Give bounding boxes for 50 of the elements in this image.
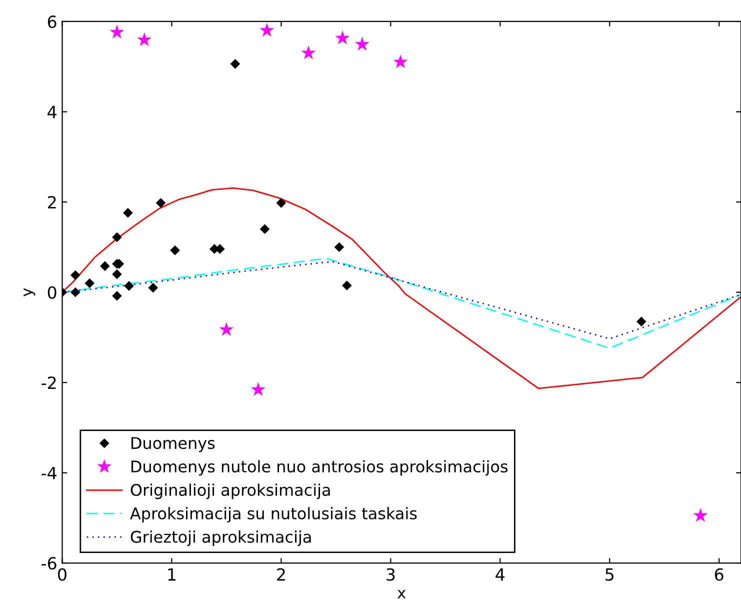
legend-label: Duomenys nutole nuo antrosios aproksimacijos [131,460,508,476]
point [156,198,166,208]
point [100,261,110,271]
point [148,282,158,293]
legend-label: Originalioji aproksimacija [130,484,330,500]
point [84,278,95,288]
line-series [62,187,741,390]
point [219,322,234,336]
point [112,269,122,280]
y-axis-title: y [24,288,36,296]
point [335,30,350,44]
point [393,54,408,68]
point [170,245,180,256]
point [301,45,316,60]
point [260,22,274,37]
point [342,280,352,290]
point [112,290,122,301]
x-tick-label: 6 [714,568,724,581]
point [124,281,134,291]
y-tick-label: -4 [42,466,56,480]
x-tick-label: 3 [386,568,395,581]
x-axis-title: x [398,590,406,598]
point [334,242,344,252]
legend-label: Duomenys [131,437,215,452]
y-tick-label: 4 [48,106,56,118]
point [276,198,286,208]
point [250,382,266,396]
point [70,287,80,298]
y-tick-label: 6 [48,15,56,28]
point [230,59,240,69]
x-tick-label: 4 [496,568,505,581]
legend-label: Aproksimacija su nutolusiais taskais [130,507,417,523]
point [70,270,80,280]
x-tick-label: 0 [58,568,66,581]
point [260,224,270,234]
point [636,316,646,327]
point [112,232,122,242]
point [110,24,124,38]
y-tick-label: -6 [42,557,56,570]
legend-label: Grieztoji aproksimacija [130,530,311,546]
y-tick-label: -2 [42,376,56,389]
point [123,208,133,218]
y-tick-label: 2 [48,196,56,208]
point [354,36,370,51]
x-tick-label: 5 [606,568,614,581]
point [137,32,152,46]
y-tick-label: 0 [48,286,56,299]
x-tick-label: 1 [168,568,176,581]
point [693,508,708,522]
x-tick-label: 2 [277,568,285,581]
